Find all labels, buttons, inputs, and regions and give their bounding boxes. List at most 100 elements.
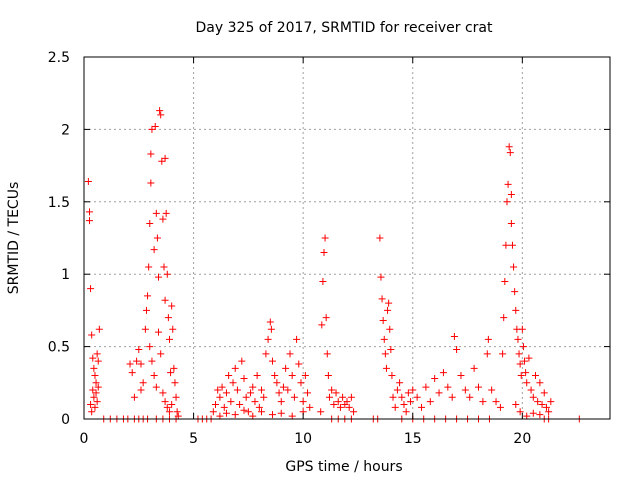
data-point: [386, 325, 394, 333]
data-point: [529, 393, 537, 401]
data-point: [466, 393, 474, 401]
plot-frame: [83, 56, 611, 420]
data-point: [286, 350, 294, 358]
data-point: [139, 379, 147, 387]
data-point: [321, 234, 329, 242]
data-point: [279, 383, 287, 391]
data-point: [301, 372, 309, 380]
y-tick-label: 0.5: [48, 340, 70, 356]
data-point: [389, 393, 397, 401]
data-point: [521, 357, 529, 365]
data-point: [516, 408, 524, 416]
data-point: [396, 379, 404, 387]
data-point: [84, 178, 92, 186]
data-point: [161, 154, 169, 162]
data-point: [377, 273, 385, 281]
data-point: [318, 321, 326, 329]
data-point: [322, 314, 330, 322]
data-point: [444, 383, 452, 391]
data-point: [168, 401, 176, 409]
data-points: [84, 107, 583, 423]
data-point: [398, 393, 406, 401]
data-point: [172, 393, 180, 401]
data-point: [150, 246, 158, 254]
data-point: [510, 263, 518, 271]
data-point: [165, 408, 173, 416]
y-tick-label: 2.5: [48, 50, 70, 66]
data-point: [347, 393, 355, 401]
data-point: [267, 325, 275, 333]
data-point: [376, 234, 384, 242]
data-point: [418, 403, 426, 411]
data-point: [496, 403, 504, 411]
data-point: [92, 379, 100, 387]
data-point: [297, 379, 305, 387]
data-point: [133, 357, 141, 365]
data-point: [330, 401, 338, 409]
data-point: [501, 277, 509, 285]
data-point: [282, 364, 290, 372]
data-point: [288, 372, 296, 380]
data-point: [380, 335, 388, 343]
data-point: [522, 369, 530, 377]
y-tick-label: 1.5: [48, 195, 70, 211]
data-point: [507, 220, 515, 228]
data-point: [422, 383, 430, 391]
data-point: [137, 360, 145, 368]
data-point: [470, 364, 478, 372]
data-point: [87, 285, 95, 293]
data-point: [500, 314, 508, 322]
data-point: [148, 357, 156, 365]
data-point: [332, 389, 340, 397]
data-point: [91, 372, 99, 380]
x-tick-label: 10: [294, 431, 312, 447]
data-point: [150, 372, 158, 380]
data-point: [141, 325, 149, 333]
data-point: [91, 403, 99, 411]
data-point: [94, 357, 102, 365]
data-point: [89, 354, 97, 362]
data-point: [527, 386, 535, 394]
data-point: [519, 343, 527, 351]
data-point: [295, 360, 303, 368]
data-point: [152, 383, 160, 391]
data-point: [339, 393, 347, 401]
data-point: [161, 398, 169, 406]
data-point: [170, 364, 178, 372]
data-point: [164, 314, 172, 322]
data-point: [506, 149, 514, 157]
data-point: [483, 350, 491, 358]
data-point: [85, 217, 93, 225]
data-point: [152, 209, 160, 217]
data-point: [225, 372, 233, 380]
data-point: [350, 408, 358, 416]
data-point: [157, 350, 165, 358]
data-point: [382, 364, 390, 372]
data-point: [345, 403, 353, 411]
data-point: [512, 401, 520, 409]
data-point: [137, 386, 145, 394]
data-point: [484, 335, 492, 343]
data-point: [159, 389, 167, 397]
data-point: [328, 386, 336, 394]
data-point: [407, 398, 415, 406]
data-point: [128, 369, 136, 377]
data-point: [90, 393, 98, 401]
data-point: [249, 383, 257, 391]
data-point: [87, 401, 95, 409]
data-point: [227, 398, 235, 406]
data-point: [144, 292, 152, 300]
data-point: [94, 383, 102, 391]
data-point: [214, 386, 222, 394]
data-point: [508, 241, 516, 249]
data-point: [93, 398, 101, 406]
data-point: [536, 411, 544, 419]
chart-title: Day 325 of 2017, SRMTID for receiver cra…: [196, 20, 493, 36]
data-point: [475, 383, 482, 391]
data-point: [538, 401, 546, 409]
data-point: [439, 369, 447, 377]
data-point: [93, 350, 101, 358]
data-point: [507, 191, 515, 199]
y-tick-label: 0: [61, 412, 70, 428]
data-point: [266, 318, 274, 326]
